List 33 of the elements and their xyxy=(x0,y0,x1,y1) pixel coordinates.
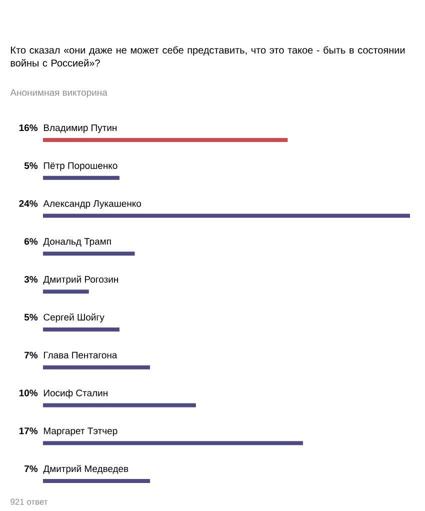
y-tick-label: Глава Пентагона xyxy=(44,352,118,358)
bar xyxy=(43,138,288,142)
chart-title: Кто сказал «они даже не может себе представить, что это такое - быть в состоянии войны с Россией»? xyxy=(10,46,405,67)
y-tick-label: Дмитрий Медведев xyxy=(43,464,128,474)
data-label: 5% xyxy=(24,162,38,169)
data-label: 5% xyxy=(24,314,38,321)
y-tick-label: Пётр Порошенко xyxy=(44,162,118,171)
bar xyxy=(43,290,89,294)
bar xyxy=(43,214,410,218)
y-tick-label: Александр Лукашенко xyxy=(43,200,142,209)
bar xyxy=(43,403,196,408)
data-label: 17% xyxy=(19,428,38,434)
data-label: 3% xyxy=(24,276,38,283)
y-tick-label: Владимир Путин xyxy=(44,124,117,133)
y-tick-label: Сергей Шойгу xyxy=(44,313,104,322)
bar xyxy=(43,365,150,370)
data-label: 7% xyxy=(24,352,38,358)
bar xyxy=(43,479,150,484)
y-tick-label: Иосиф Сталин xyxy=(44,389,108,398)
data-label: 10% xyxy=(19,390,38,396)
y-tick-label: Маргарет Тэтчер xyxy=(44,428,118,436)
data-label: 7% xyxy=(24,465,38,472)
bar xyxy=(43,441,303,446)
data-label: 6% xyxy=(24,238,38,245)
bar xyxy=(43,327,120,332)
data-label: 16% xyxy=(19,124,38,132)
bar xyxy=(43,252,135,256)
bar xyxy=(43,176,120,180)
text: 921 ответ xyxy=(10,498,48,505)
data-label: 24% xyxy=(19,200,38,207)
y-tick-label: Дональд Трамп xyxy=(43,238,111,247)
chart-subtitle: Анонимная викторина xyxy=(10,89,108,98)
y-tick-label: Дмитрий Рогозин xyxy=(43,276,118,285)
